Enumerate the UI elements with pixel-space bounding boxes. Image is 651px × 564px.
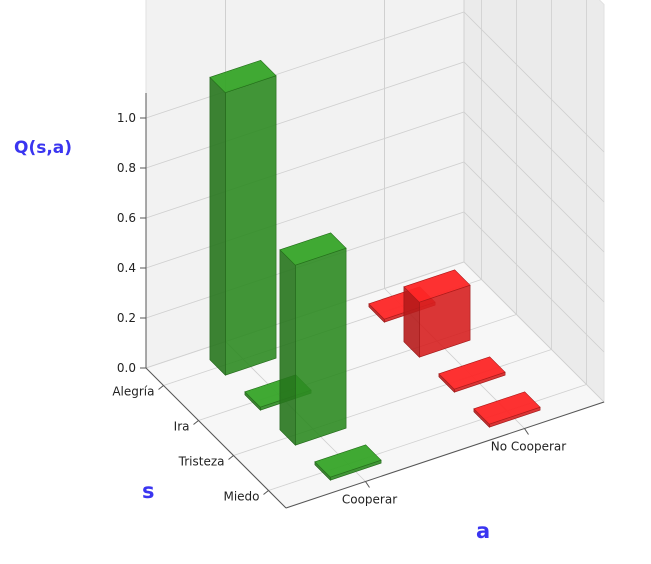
a-tick-mark-0 <box>365 481 370 488</box>
bar-miedo-cooperar <box>314 444 382 481</box>
bar-face-top <box>314 444 382 478</box>
s-tick-label-0: Alegría <box>112 385 154 399</box>
s-tick-label-1: Ira <box>174 420 190 434</box>
s-tick-mark-1 <box>193 420 199 425</box>
a-tick-label-0: Cooperar <box>342 493 397 507</box>
s-axis-line <box>145 367 287 509</box>
bars <box>209 59 541 481</box>
bar-face-top <box>473 391 541 425</box>
s-tick-label-2: Tristeza <box>178 455 225 469</box>
bar-face-top <box>279 232 347 266</box>
bar-tristeza-no-cooperar <box>438 356 506 393</box>
bar-face-front <box>225 75 277 376</box>
s-tick-mark-3 <box>263 490 269 495</box>
bar-face-top <box>438 356 506 390</box>
z-tick-label-2: 0.4 <box>117 261 136 275</box>
z-tick-label-0: 0.0 <box>117 361 136 375</box>
a-tick-mark-1 <box>524 428 529 435</box>
axis-ticks: 0.0 0.2 0.4 0.6 0.8 1.0 Alegría Ira Tristeza Mied… <box>112 93 605 509</box>
s-tick-mark-0 <box>158 385 164 390</box>
a-axis-title: a <box>476 519 490 543</box>
bar-face-side <box>209 76 226 376</box>
a-tick-label-1: No Cooperar <box>491 440 566 454</box>
bar-miedo-no-cooperar <box>473 391 541 428</box>
z-tick-label-3: 0.6 <box>117 211 136 225</box>
z-tick-label-5: 1.0 <box>117 111 136 125</box>
z-axis-title: Q(s,a) <box>14 138 72 158</box>
a-axis-line <box>285 401 605 509</box>
bar-tristeza-cooperar <box>279 232 347 446</box>
bar-face-top <box>209 59 277 94</box>
bar-alegr-a-cooperar <box>209 59 277 376</box>
bar-face-top <box>403 269 471 303</box>
z-tick-label-1: 0.2 <box>117 311 136 325</box>
bar-face-front <box>294 247 347 446</box>
s-tick-mark-2 <box>228 455 234 460</box>
bar-ira-no-cooperar <box>403 269 471 358</box>
bar-face-side <box>279 249 296 446</box>
z-tick-label-4: 0.8 <box>117 161 136 175</box>
s-axis-title: s <box>142 479 155 503</box>
s-tick-label-3: Miedo <box>223 490 259 504</box>
